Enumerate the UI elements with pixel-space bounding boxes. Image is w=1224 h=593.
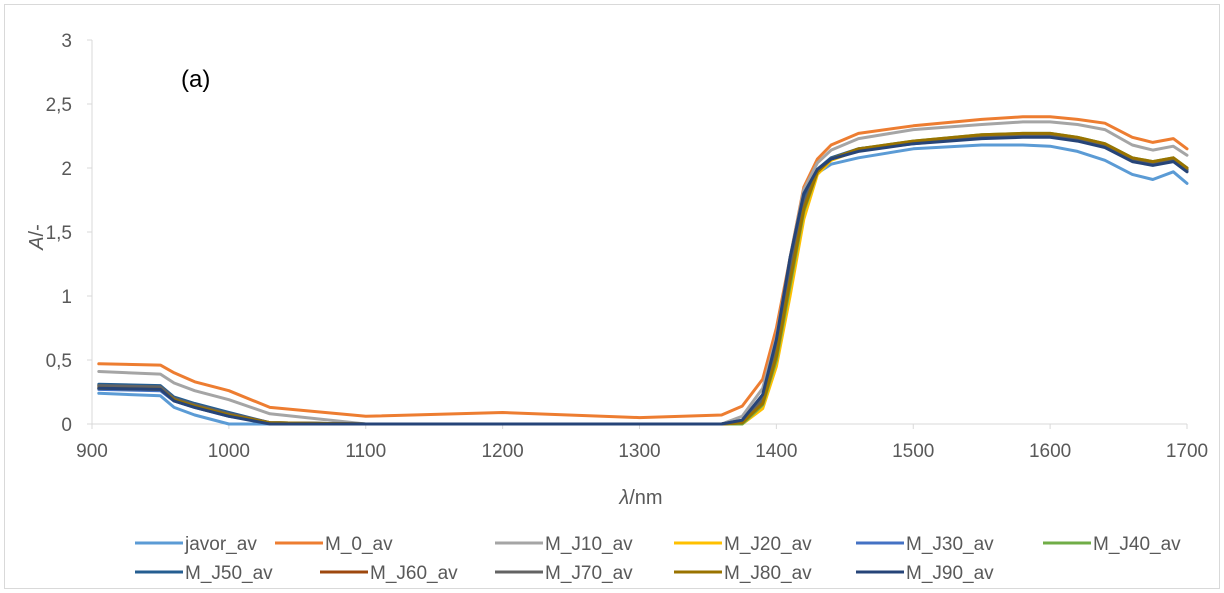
x-tick-label: 900 — [76, 441, 108, 462]
x-axis-title: λ/nm — [618, 487, 662, 509]
legend-item: M_J90_av — [856, 563, 994, 584]
legend-label: M_J30_av — [906, 534, 994, 555]
x-tick-label: 1200 — [481, 441, 523, 462]
legend-label: M_J70_av — [545, 563, 633, 584]
series-lines — [97, 115, 1189, 426]
y-tick-label: 1 — [61, 287, 72, 308]
series-line-m-j50-av — [97, 134, 1189, 426]
legend-label: M_J80_av — [724, 563, 812, 584]
y-axis-title-unit: /- — [26, 224, 48, 236]
x-tick-label: 1500 — [892, 441, 934, 462]
series-line-m-j60-av — [97, 133, 1189, 426]
legend-item: M_J60_av — [320, 563, 458, 584]
legend: javor_av M_0_av M_J10_av M_J20_av M_J30_av M_… — [135, 534, 1181, 584]
legend-item: M_J30_av — [856, 534, 994, 555]
legend-label: M_J50_av — [185, 563, 273, 584]
x-tick-label: 1700 — [1166, 441, 1208, 462]
x-axis-title-unit: /nm — [629, 487, 662, 509]
legend-label: M_J20_av — [724, 534, 812, 555]
panel-label: (a) — [181, 66, 210, 93]
series-line-m-j20-av — [97, 133, 1189, 426]
y-axis-title-symbol: A — [26, 236, 48, 250]
x-axis-ticks: 900 1000 1100 1200 1300 1400 1500 1600 1700 — [76, 424, 1208, 462]
x-axis-title-symbol: λ — [618, 487, 629, 509]
series-line-m-j80-av — [97, 131, 1189, 426]
chart-frame — [4, 4, 1220, 589]
y-tick-label: 1,5 — [46, 223, 72, 244]
legend-item: M_J20_av — [674, 534, 812, 555]
legend-label: M_J60_av — [370, 563, 458, 584]
y-tick-label: 0,5 — [46, 351, 72, 372]
x-tick-label: 1600 — [1029, 441, 1071, 462]
series-line-m-j10-av — [97, 120, 1189, 426]
series-line-m-j40-av — [97, 131, 1189, 426]
legend-item: M_0_av — [275, 534, 393, 555]
legend-item: M_J70_av — [495, 563, 633, 584]
legend-label: javor_av — [184, 534, 257, 555]
legend-item: M_J10_av — [495, 534, 633, 555]
x-tick-label: 1100 — [345, 441, 386, 462]
legend-item: M_J40_av — [1043, 534, 1181, 555]
legend-label: M_J10_av — [545, 534, 633, 555]
legend-item: javor_av — [135, 534, 257, 555]
y-tick-label: 3 — [61, 31, 72, 52]
y-axis-ticks: 0 0,5 1 1,5 2 2,5 3 — [46, 31, 92, 436]
y-tick-label: 2 — [61, 159, 72, 180]
x-tick-label: 1300 — [618, 441, 660, 462]
legend-item: M_J80_av — [674, 563, 812, 584]
x-tick-label: 1000 — [208, 441, 250, 462]
legend-label: M_J40_av — [1093, 534, 1181, 555]
series-line-m-j70-av — [97, 133, 1189, 426]
y-tick-label: 2,5 — [46, 95, 72, 116]
series-line-m-j90-av — [97, 135, 1189, 426]
series-line-m-0-av — [97, 115, 1189, 420]
legend-label: M_J90_av — [906, 563, 994, 584]
y-axis-title: A/- — [26, 224, 48, 251]
y-tick-label: 0 — [61, 415, 72, 436]
legend-label: M_0_av — [325, 534, 393, 555]
series-line-m-j30-av — [97, 134, 1189, 426]
x-tick-label: 1400 — [755, 441, 797, 462]
legend-item: M_J50_av — [135, 563, 273, 584]
series-line-javor-av — [97, 143, 1189, 426]
